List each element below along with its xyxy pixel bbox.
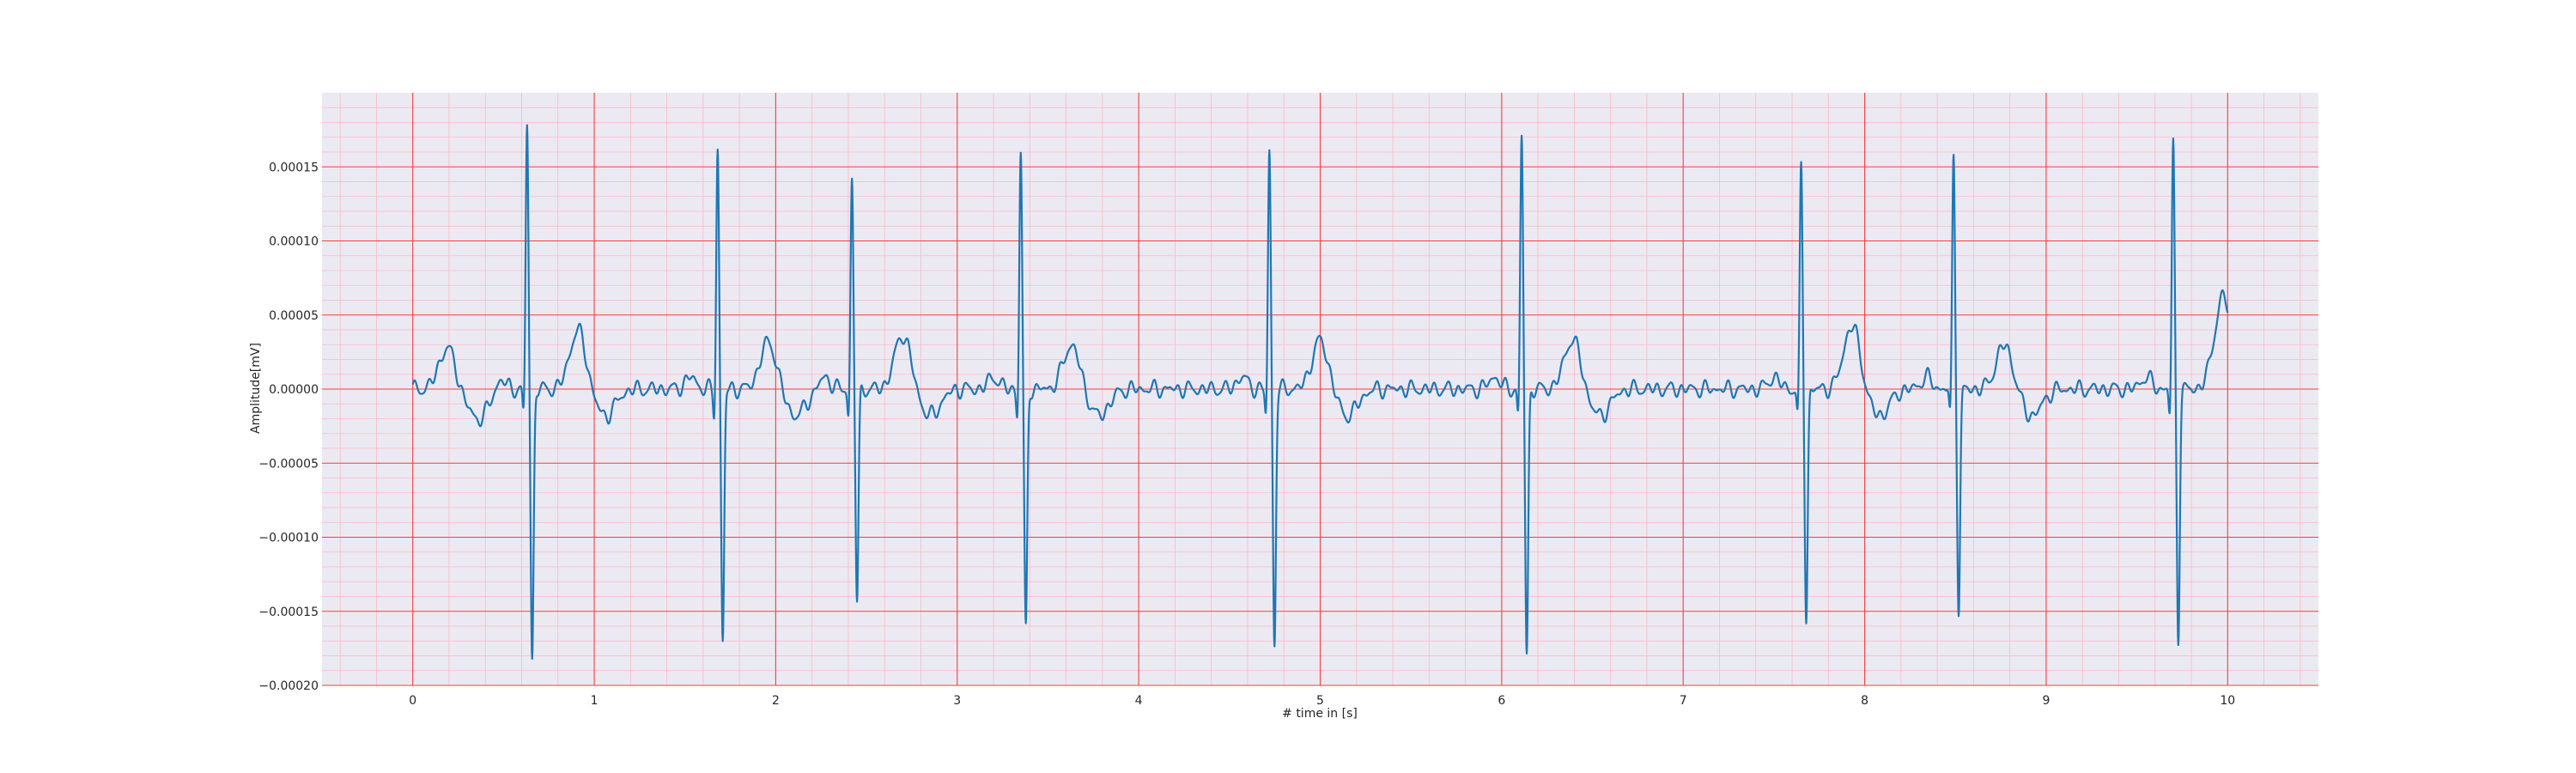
x-tick-label: 3 xyxy=(953,694,961,708)
x-tick-label: 7 xyxy=(1680,694,1687,708)
x-tick-label: 10 xyxy=(2220,694,2235,708)
y-tick-label: −0.00015 xyxy=(258,606,319,619)
x-tick-label: 8 xyxy=(1861,694,1868,708)
ecg-signal-line xyxy=(411,124,2229,660)
x-axis-label: # time in [s] xyxy=(1282,707,1358,721)
y-tick-label: 0.00000 xyxy=(269,383,319,397)
y-tick-label: 0.00015 xyxy=(269,161,319,174)
x-tick-label: 2 xyxy=(772,694,780,708)
y-tick-label: 0.00005 xyxy=(269,309,319,323)
y-tick-label: 0.00010 xyxy=(269,235,319,249)
x-tick-label: 5 xyxy=(1316,694,1324,708)
x-tick-label: 1 xyxy=(591,694,598,708)
x-tick-label: 9 xyxy=(2042,694,2050,708)
y-tick-label: −0.00005 xyxy=(258,457,319,471)
y-tick-label: −0.00010 xyxy=(258,532,319,545)
x-axis-ticks: 0 1 2 3 4 5 6 7 8 9 10 xyxy=(409,694,2235,708)
y-tick-label: −0.00020 xyxy=(258,679,319,693)
y-axis-ticks: −0.00020 −0.00015 −0.00010 −0.00005 0.00000 0… xyxy=(258,161,319,693)
x-tick-label: 4 xyxy=(1135,694,1143,708)
x-tick-label: 6 xyxy=(1498,694,1505,708)
x-tick-label: 0 xyxy=(409,694,416,708)
y-axis-label: Amplitude[mV] xyxy=(249,343,263,434)
